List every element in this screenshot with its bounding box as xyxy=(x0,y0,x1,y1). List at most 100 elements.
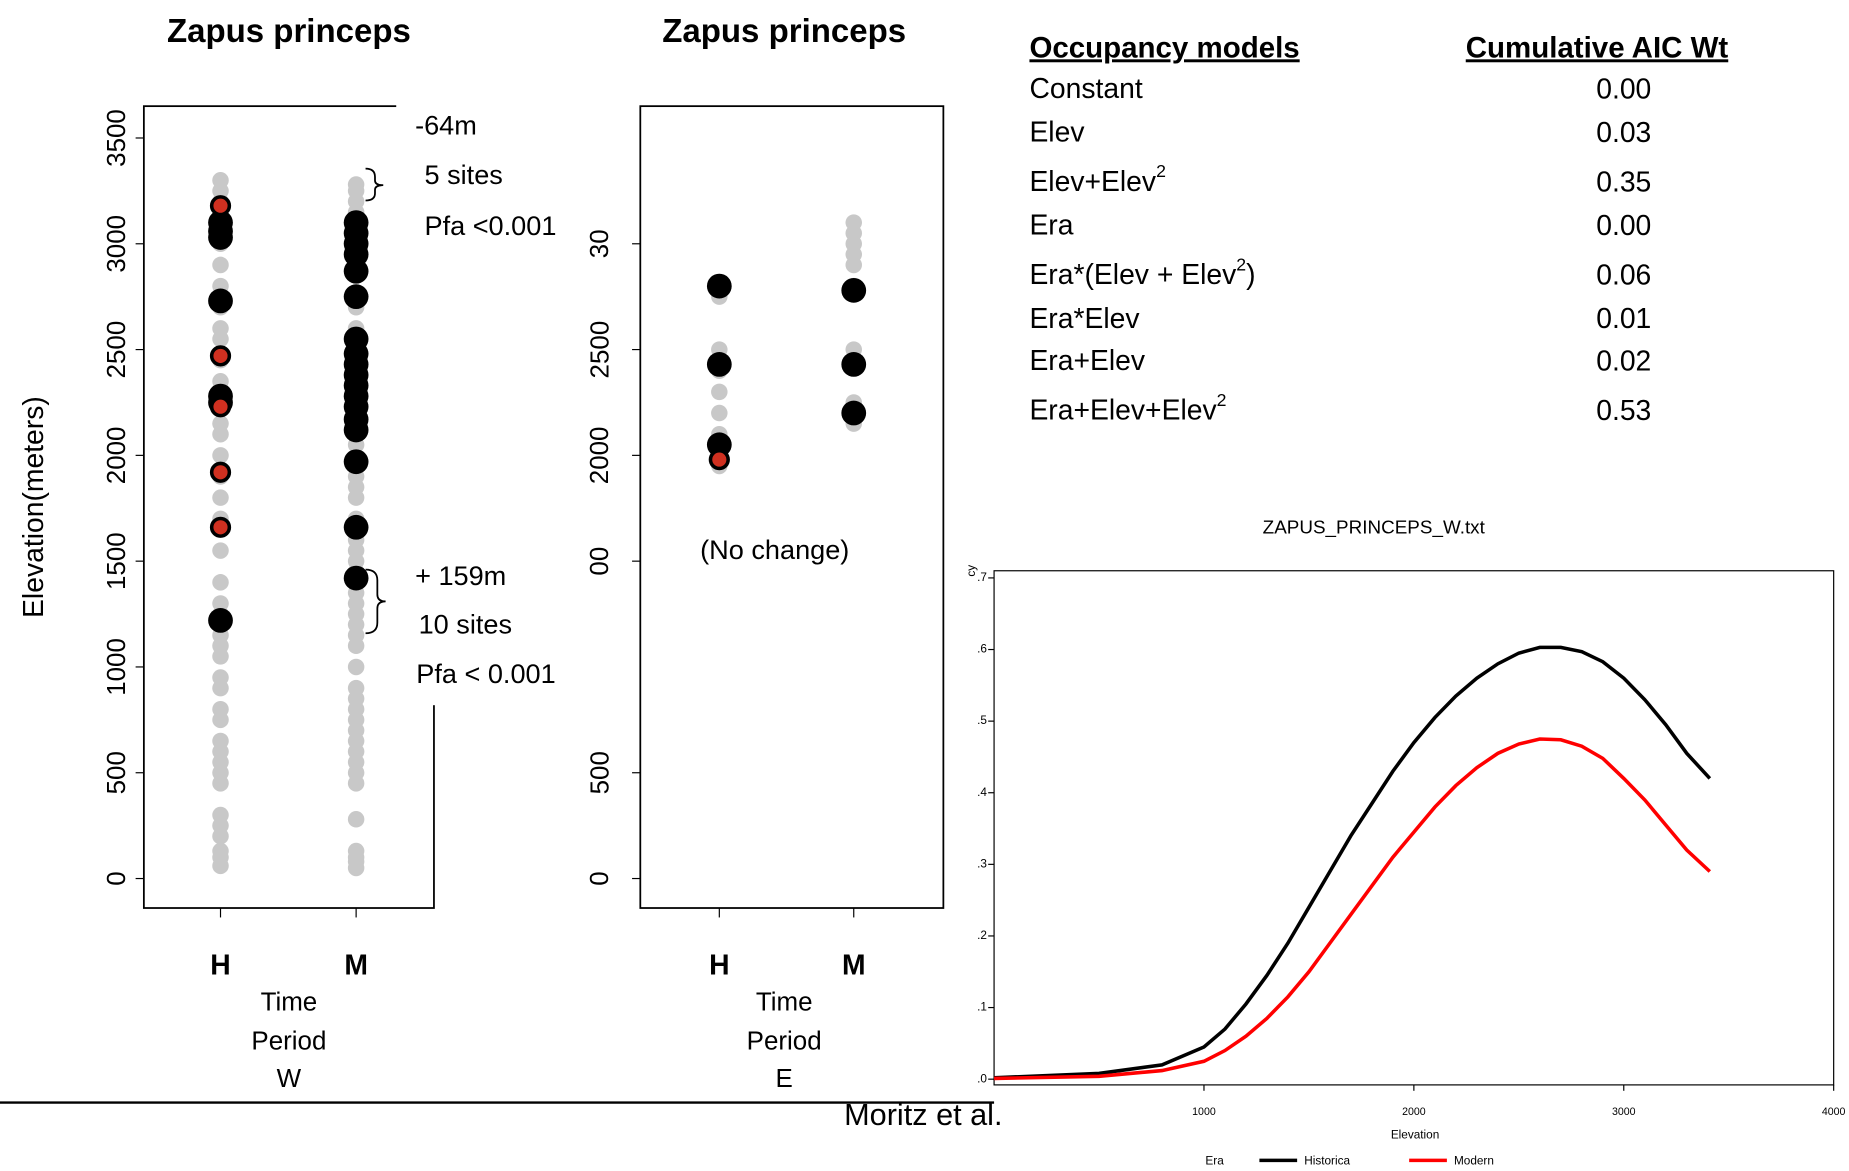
y-tick-label: 500 xyxy=(103,751,131,794)
data-point xyxy=(841,352,867,377)
data-point xyxy=(343,284,369,310)
data-point xyxy=(347,658,365,676)
model-text: Constant xyxy=(1029,72,1142,104)
y-tick-label: 1000 xyxy=(103,638,131,696)
data-point xyxy=(343,258,369,284)
y-tick-label: 0 xyxy=(103,871,131,885)
model-name: Era*(Elev + Elev2) xyxy=(1029,254,1255,291)
data-point xyxy=(343,565,369,591)
data-point xyxy=(212,842,229,860)
plot-frame xyxy=(142,105,435,909)
model-text: Era*Elev xyxy=(1029,302,1140,334)
data-point xyxy=(841,400,867,426)
annotation: 10 sites xyxy=(419,608,512,639)
data-point xyxy=(209,396,232,418)
brace xyxy=(365,167,384,202)
data-point xyxy=(343,514,369,540)
data-point xyxy=(841,277,867,303)
y-tick-label: 2500 xyxy=(103,321,131,379)
model-text: Era+Elev+Elev xyxy=(1029,394,1217,426)
x-tick-label: 2000 xyxy=(1402,1106,1426,1118)
model-name: Elev xyxy=(1029,116,1085,148)
y-tick-label: 3000 xyxy=(103,215,131,273)
y-tick-label: .5 xyxy=(977,714,987,727)
data-point xyxy=(209,461,232,483)
data-point xyxy=(209,345,232,367)
table-header: Cumulative AIC Wt xyxy=(1466,31,1729,64)
legend-label: Historica xyxy=(1304,1155,1350,1168)
data-point xyxy=(212,732,229,750)
footer: Moritz et al. xyxy=(844,1098,1002,1132)
y-tick-label: 0 xyxy=(586,871,614,885)
legend-label: Modern xyxy=(1454,1155,1494,1168)
data-point xyxy=(212,701,229,718)
aic-weight: 0.01 xyxy=(1596,302,1651,334)
data-point xyxy=(212,574,229,591)
y-tick-label: .3 xyxy=(977,857,987,870)
aic-weight: 0.00 xyxy=(1596,72,1651,104)
aic-weight: 0.53 xyxy=(1596,394,1651,426)
x-tick-label: 3000 xyxy=(1612,1106,1636,1118)
plot-frame xyxy=(639,105,945,909)
chart-title: Zapus princeps xyxy=(167,12,411,49)
x-axis-label: Time xyxy=(756,988,813,1016)
y-tick-label: .2 xyxy=(977,929,987,942)
annotation: -64m xyxy=(415,110,477,141)
plot-frame xyxy=(993,570,1835,1086)
model-name: Era xyxy=(1029,209,1073,241)
data-point xyxy=(845,214,863,231)
data-point xyxy=(343,326,369,352)
data-point xyxy=(343,210,369,236)
y-tick-label: 30 xyxy=(586,229,614,258)
data-point xyxy=(711,404,728,422)
annotation-box xyxy=(584,103,600,116)
superscript: 2 xyxy=(1156,161,1166,181)
data-point xyxy=(347,842,365,860)
annotation: + 159m xyxy=(415,560,506,591)
x-axis-label: Period xyxy=(747,1027,822,1055)
aic-weight: 0.35 xyxy=(1596,165,1651,197)
x-tick-label: H xyxy=(709,948,729,980)
x-tick-label: 1000 xyxy=(1192,1106,1216,1118)
line-series xyxy=(994,645,1712,1080)
y-axis-label: cy xyxy=(965,565,978,577)
chart-title: ZAPUS_PRINCEPS_W.txt xyxy=(1263,516,1486,538)
model-text: Era+Elev xyxy=(1029,345,1145,377)
model-name: Era*Elev xyxy=(1029,302,1140,334)
data-point xyxy=(212,595,229,612)
data-point xyxy=(212,806,229,824)
superscript: 2 xyxy=(1217,390,1227,410)
model-name: Era+Elev xyxy=(1029,345,1145,377)
data-point xyxy=(706,352,732,377)
data-point xyxy=(208,210,233,236)
model-text: Era xyxy=(1029,209,1073,241)
model-name: Era+Elev+Elev2 xyxy=(1029,390,1226,427)
data-point xyxy=(212,542,229,559)
y-tick-label: .1 xyxy=(977,1001,987,1014)
x-axis-label: Time xyxy=(261,988,318,1016)
panel-label: W xyxy=(277,1065,302,1093)
y-tick-label: 2500 xyxy=(586,321,614,379)
superscript: 2 xyxy=(1236,254,1246,274)
data-point xyxy=(212,256,229,274)
panel-label: E xyxy=(776,1065,793,1093)
annotation: (No change) xyxy=(700,534,849,565)
y-tick-label: 2000 xyxy=(586,427,614,485)
data-point xyxy=(711,383,728,401)
x-tick-label: M xyxy=(842,948,866,980)
aic-weight: 0.03 xyxy=(1596,116,1651,148)
aic-weight: 0.02 xyxy=(1596,345,1651,377)
annotation: 5 sites xyxy=(425,159,503,190)
data-point xyxy=(212,669,229,686)
data-point xyxy=(208,608,233,633)
data-point xyxy=(212,489,229,506)
x-axis-label: Period xyxy=(251,1027,326,1055)
data-point xyxy=(708,448,730,471)
y-tick-label: 00 xyxy=(586,547,614,576)
line-series xyxy=(994,737,1712,1081)
model-text: Elev+Elev xyxy=(1029,165,1156,197)
annotation-box xyxy=(396,103,585,706)
annotation: Pfa <0.001 xyxy=(425,210,557,241)
model-text: Elev xyxy=(1029,116,1085,148)
y-tick-label: .0 xyxy=(977,1072,987,1085)
